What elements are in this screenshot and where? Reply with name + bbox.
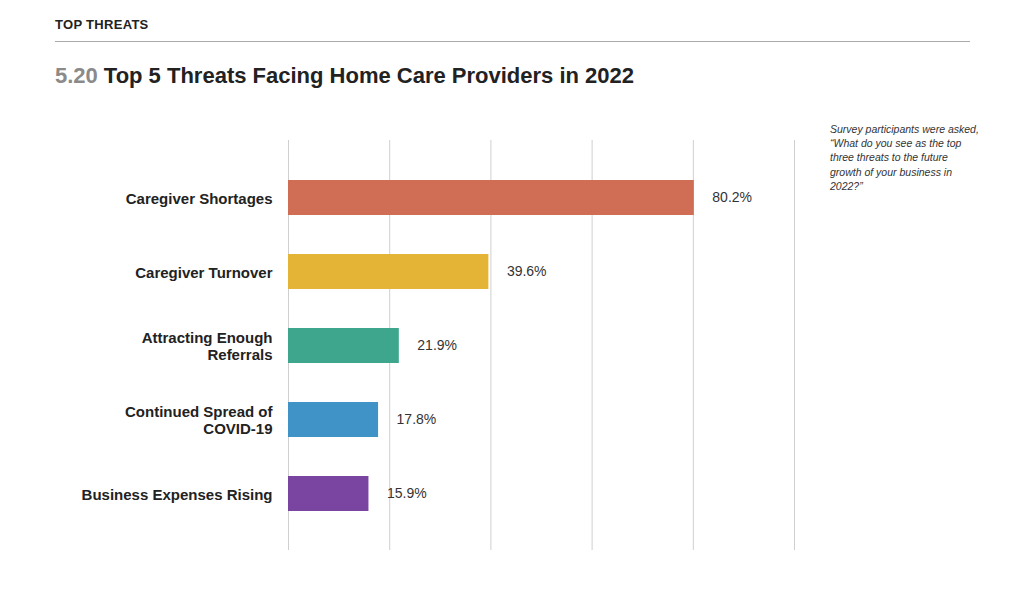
html-text:Survey participants were asked: Survey participants were asked, “What do…: [830, 123, 979, 192]
svg-text:Business Expenses Rising: Business Expenses Rising: [82, 486, 273, 503]
svg-text:Continued Spread ofCOVID-19: Continued Spread ofCOVID-19: [125, 403, 274, 437]
svg-text:17.8%: 17.8%: [397, 411, 437, 427]
svg-text:21.9%: 21.9%: [417, 337, 457, 353]
html-text:TOP THREATS: TOP THREATS: [55, 17, 149, 32]
svg-text:39.6%: 39.6%: [507, 263, 547, 279]
svg-text:80.2%: 80.2%: [712, 189, 752, 205]
svg-text:Caregiver Turnover: Caregiver Turnover: [135, 264, 272, 281]
svg-text:Caregiver Shortages: Caregiver Shortages: [126, 190, 273, 207]
svg-text:15.9%: 15.9%: [387, 485, 427, 501]
svg-text:Attracting EnoughReferrals: Attracting EnoughReferrals: [142, 329, 273, 363]
html-text:5.20 Top 5 Threats Facing Home: 5.20 Top 5 Threats Facing Home Care Prov…: [55, 63, 634, 88]
